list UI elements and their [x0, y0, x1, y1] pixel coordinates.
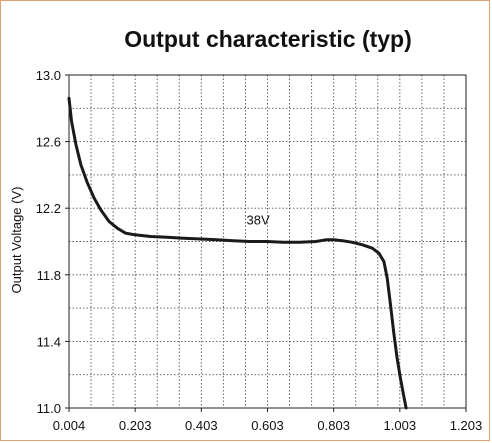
y-tick-label: 11.8 — [37, 268, 61, 283]
x-tick-label: 0.203 — [119, 418, 152, 433]
x-tick-label: 0.803 — [317, 418, 350, 433]
y-tick-label: 13.0 — [36, 68, 61, 83]
y-tick-label: 11.4 — [37, 334, 61, 349]
chart-title: Output characteristic (typ) — [124, 26, 412, 52]
grid — [69, 75, 466, 408]
x-tick-label: 0.403 — [185, 418, 218, 433]
x-tick-label: 0.004 — [53, 418, 86, 433]
series-lines — [67, 96, 408, 410]
y-axis-label: Output Voltage (V) — [9, 187, 24, 294]
x-tick-label: 1.203 — [450, 418, 483, 433]
x-tick-label: 0.603 — [251, 418, 284, 433]
series-label: 38V — [246, 213, 269, 228]
annotations: 38V — [246, 213, 269, 228]
y-tick-label: 12.2 — [36, 201, 61, 216]
y-tick-label: 11.0 — [37, 401, 61, 416]
tick-labels: 0.004 0.203 0.403 0.603 0.803 1.003 1.203 11.0 1… — [36, 68, 483, 433]
y-tick-label: 12.6 — [36, 135, 61, 150]
series-line — [67, 96, 408, 410]
x-tick-label: 1.003 — [384, 418, 417, 433]
